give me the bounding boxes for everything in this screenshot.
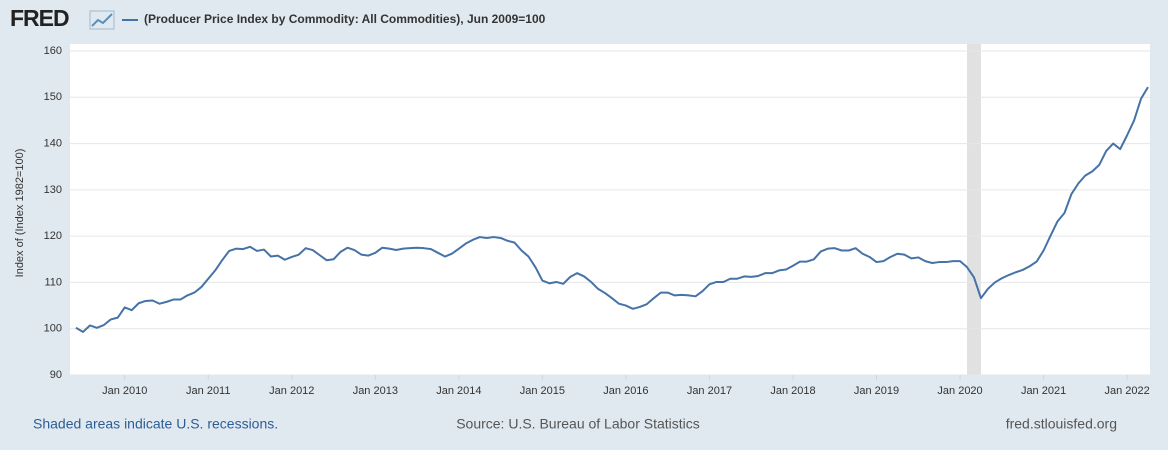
x-tick-label: Jan 2016: [603, 385, 648, 397]
x-tick-label: Jan 2017: [687, 385, 732, 397]
x-tick-label: Jan 2011: [186, 385, 230, 397]
logo-icon: [89, 10, 115, 30]
x-tick-label: Jan 2013: [353, 385, 398, 397]
y-tick-label: 120: [44, 230, 62, 242]
footer-source: Source: U.S. Bureau of Labor Statistics: [456, 416, 700, 432]
plot-area: [70, 44, 1150, 375]
logo[interactable]: FRED: [10, 5, 70, 31]
x-tick-label: Jan 2012: [269, 385, 314, 397]
x-tick-label: Jan 2014: [436, 385, 481, 397]
footer-note[interactable]: Shaded areas indicate U.S. recessions.: [33, 416, 278, 432]
x-tick-label: Jan 2015: [520, 385, 565, 397]
legend-label: (Producer Price Index by Commodity: All …: [144, 12, 546, 26]
y-tick-label: 100: [44, 323, 62, 335]
y-tick-label: 140: [44, 137, 62, 149]
footer-url[interactable]: fred.stlouisfed.org: [1006, 416, 1117, 432]
recession-shade: [967, 44, 981, 375]
series-line: [75, 86, 1149, 333]
y-tick-label: 90: [50, 369, 62, 381]
y-tick-label: 160: [44, 45, 62, 57]
y-axis-label: Index of (Index 1982=100): [14, 149, 26, 278]
x-tick-label: Jan 2022: [1104, 385, 1149, 397]
x-tick-label: Jan 2010: [102, 385, 147, 397]
x-tick-label: Jan 2021: [1021, 385, 1066, 397]
y-tick-label: 130: [44, 184, 62, 196]
x-tick-label: Jan 2018: [770, 385, 815, 397]
y-tick-label: 110: [44, 276, 62, 288]
x-tick-label: Jan 2020: [937, 385, 982, 397]
y-tick-label: 150: [44, 91, 62, 103]
x-tick-label: Jan 2019: [854, 385, 899, 397]
